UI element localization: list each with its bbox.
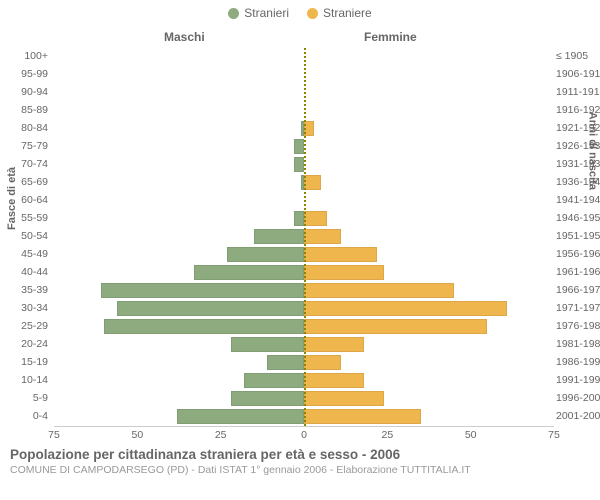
bar-male: [294, 211, 304, 226]
birth-year-label: 1931-1935: [556, 158, 600, 170]
chart-footer: Popolazione per cittadinanza straniera p…: [10, 447, 590, 476]
bar-female: [304, 391, 384, 406]
age-label: 45-49: [4, 248, 48, 260]
age-label: 90-94: [4, 86, 48, 98]
bar-male: [231, 391, 304, 406]
bar-male: [227, 247, 304, 262]
x-tick-label: 25: [381, 429, 393, 441]
bar-female: [304, 409, 421, 424]
x-axis-baseline: [54, 426, 554, 427]
bar-male: [267, 355, 304, 370]
chart-title: Popolazione per cittadinanza straniera p…: [10, 447, 590, 462]
legend-male-swatch: [228, 8, 239, 19]
bar-male: [104, 319, 304, 334]
age-label: 85-89: [4, 104, 48, 116]
bar-female: [304, 229, 341, 244]
age-label: 35-39: [4, 284, 48, 296]
bar-male: [177, 409, 304, 424]
bar-male: [294, 157, 304, 172]
birth-year-label: 1921-1925: [556, 122, 600, 134]
column-header-female: Femmine: [364, 30, 417, 44]
legend-male: Stranieri: [228, 6, 289, 20]
column-header-male: Maschi: [164, 30, 205, 44]
bar-female: [304, 247, 377, 262]
legend-female-label: Straniere: [323, 6, 372, 20]
bar-female: [304, 301, 507, 316]
x-tick-label: 50: [465, 429, 477, 441]
age-label: 5-9: [4, 392, 48, 404]
birth-year-label: 1996-2000: [556, 392, 600, 404]
bar-female: [304, 283, 454, 298]
birth-year-label: 1961-1965: [556, 266, 600, 278]
birth-year-label: 1986-1990: [556, 356, 600, 368]
chart-subtitle: COMUNE DI CAMPODARSEGO (PD) - Dati ISTAT…: [10, 464, 590, 476]
age-label: 95-99: [4, 68, 48, 80]
age-label: 15-19: [4, 356, 48, 368]
age-label: 40-44: [4, 266, 48, 278]
legend-female: Straniere: [307, 6, 372, 20]
bar-female: [304, 319, 487, 334]
age-label: 30-34: [4, 302, 48, 314]
birth-year-label: 1936-1940: [556, 176, 600, 188]
bar-male: [244, 373, 304, 388]
bar-female: [304, 265, 384, 280]
age-label: 65-69: [4, 176, 48, 188]
age-label: 60-64: [4, 194, 48, 206]
age-label: 55-59: [4, 212, 48, 224]
birth-year-label: 1976-1980: [556, 320, 600, 332]
birth-year-label: 1971-1975: [556, 302, 600, 314]
x-axis: 7550250255075: [54, 426, 554, 446]
center-axis-line: [304, 48, 306, 426]
legend: Stranieri Straniere: [0, 0, 600, 20]
bar-female: [304, 337, 364, 352]
age-label: 20-24: [4, 338, 48, 350]
bar-male: [294, 139, 304, 154]
birth-year-label: 1966-1970: [556, 284, 600, 296]
bar-male: [231, 337, 304, 352]
birth-year-label: 1991-1995: [556, 374, 600, 386]
age-label: 10-14: [4, 374, 48, 386]
birth-year-label: 1981-1985: [556, 338, 600, 350]
x-tick-label: 0: [301, 429, 307, 441]
pyramid-chart: Maschi Femmine Fasce di età Anni di nasc…: [54, 30, 554, 440]
bar-male: [254, 229, 304, 244]
bar-female: [304, 355, 341, 370]
birth-year-label: 1906-1910: [556, 68, 600, 80]
legend-male-label: Stranieri: [244, 6, 289, 20]
bar-male: [194, 265, 304, 280]
age-label: 70-74: [4, 158, 48, 170]
bar-female: [304, 373, 364, 388]
age-label: 100+: [4, 50, 48, 62]
bar-male: [101, 283, 304, 298]
birth-year-label: 1951-1955: [556, 230, 600, 242]
age-label: 75-79: [4, 140, 48, 152]
bar-female: [304, 211, 327, 226]
age-label: 0-4: [4, 410, 48, 422]
age-label: 50-54: [4, 230, 48, 242]
legend-female-swatch: [307, 8, 318, 19]
birth-year-label: 1956-1960: [556, 248, 600, 260]
birth-year-label: ≤ 1905: [556, 50, 600, 62]
birth-year-label: 2001-2005: [556, 410, 600, 422]
birth-year-label: 1941-1945: [556, 194, 600, 206]
age-label: 25-29: [4, 320, 48, 332]
x-tick-label: 50: [131, 429, 143, 441]
birth-year-label: 1916-1920: [556, 104, 600, 116]
birth-year-label: 1911-1915: [556, 86, 600, 98]
x-tick-label: 75: [48, 429, 60, 441]
bar-female: [304, 175, 321, 190]
bar-male: [117, 301, 304, 316]
birth-year-label: 1926-1930: [556, 140, 600, 152]
birth-year-label: 1946-1950: [556, 212, 600, 224]
age-label: 80-84: [4, 122, 48, 134]
x-tick-label: 25: [215, 429, 227, 441]
x-tick-label: 75: [548, 429, 560, 441]
